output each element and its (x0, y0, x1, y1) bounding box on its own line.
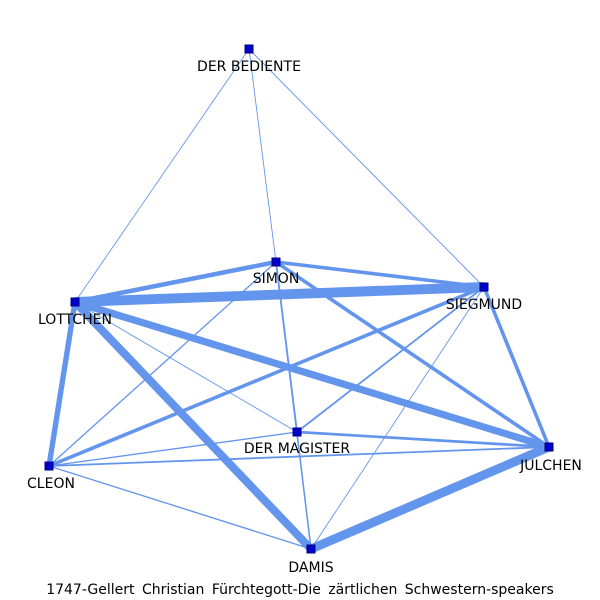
edge-magister-julchen (296, 430, 550, 449)
node-label-lottchen: LOTTCHEN (38, 312, 112, 328)
nodes-layer (44, 44, 554, 554)
edge-bediente-lottchen (74, 48, 250, 303)
node-bediente (244, 44, 254, 54)
node-label-cleon: CLEON (27, 476, 75, 492)
edge-simon-siegmund (275, 260, 485, 289)
edge-siegmund-julchen (482, 286, 551, 448)
edge-magister-damis (296, 431, 312, 550)
edge-julchen-damis (309, 442, 551, 554)
node-siegmund (479, 282, 489, 292)
edge-lottchen-cleon (46, 301, 78, 467)
node-label-julchen: JULCHEN (519, 458, 582, 474)
node-julchen (544, 442, 554, 452)
edge-bediente-simon (248, 48, 277, 263)
node-cleon (44, 461, 54, 471)
diagram-caption: 1747-Gellert Christian Fürchtegott-Die z… (46, 582, 554, 598)
labels-layer: DER BEDIENTE SIMON LOTTCHEN SIEGMUND DER MAG… (27, 59, 582, 576)
node-label-bediente: DER BEDIENTE (197, 59, 301, 75)
edge-lottchen-magister (74, 301, 298, 433)
edges-layer (46, 48, 551, 554)
node-magister (292, 427, 302, 437)
edge-cleon-damis (48, 465, 312, 550)
node-label-siegmund: SIEGMUND (446, 297, 522, 313)
edge-siegmund-magister (296, 286, 485, 433)
edge-julchen-cleon (48, 446, 550, 467)
node-label-simon: SIMON (253, 271, 300, 287)
edge-bediente-siegmund (248, 48, 485, 288)
edge-siegmund-damis (310, 286, 485, 550)
node-damis (306, 544, 316, 554)
node-lottchen (70, 297, 80, 307)
node-label-damis: DAMIS (288, 560, 333, 576)
edge-simon-lottchen (74, 259, 277, 305)
edge-siegmund-cleon (48, 285, 485, 468)
edge-lottchen-siegmund (74, 282, 485, 307)
edge-lottchen-julchen (73, 298, 551, 451)
edge-lottchen-damis (72, 299, 314, 552)
edge-magister-cleon (48, 431, 298, 467)
node-simon (271, 257, 281, 267)
node-label-magister: DER MAGISTER (244, 441, 350, 457)
